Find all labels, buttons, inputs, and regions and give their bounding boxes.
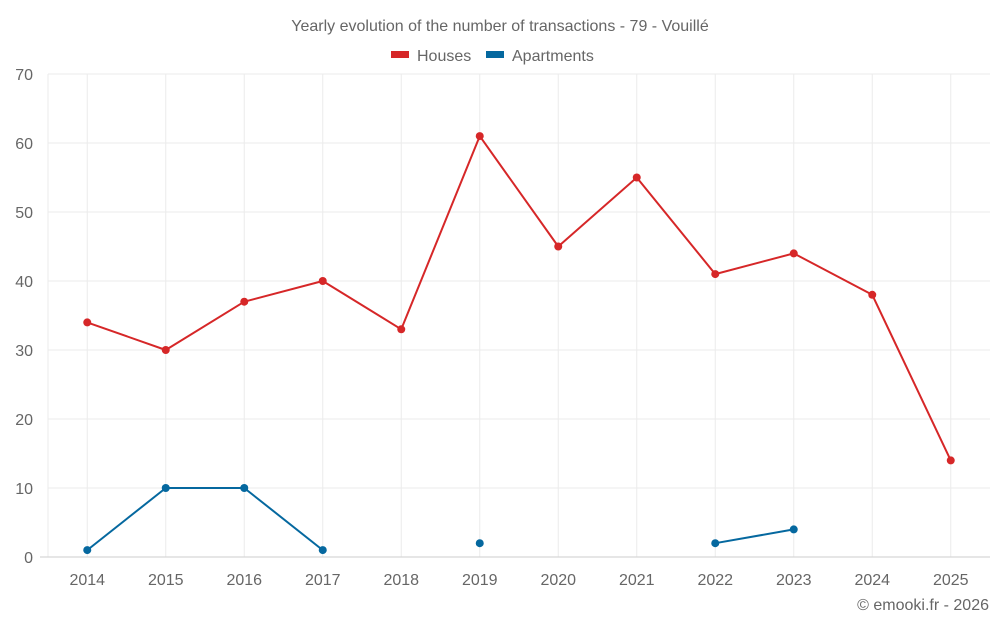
legend-item-apartments[interactable]: Apartments <box>512 48 594 65</box>
data-point-houses[interactable] <box>397 325 406 334</box>
x-tick-label: 2016 <box>226 572 262 589</box>
x-tick-label: 2025 <box>933 572 969 589</box>
legend: Houses Apartments <box>391 48 594 65</box>
series-apartments <box>83 484 798 555</box>
y-tick-label: 0 <box>24 550 33 567</box>
series-line-apartments <box>86 487 324 551</box>
x-tick-label: 2019 <box>462 572 498 589</box>
x-tick-label: 2022 <box>697 572 733 589</box>
data-point-apartments[interactable] <box>711 539 720 548</box>
y-tick-label: 70 <box>15 67 33 84</box>
data-point-houses[interactable] <box>554 242 563 251</box>
data-point-houses[interactable] <box>632 173 641 182</box>
grid <box>40 73 990 558</box>
y-tick-label: 40 <box>15 274 33 291</box>
x-tick-label: 2017 <box>305 572 341 589</box>
data-point-houses[interactable] <box>161 346 170 354</box>
legend-swatch-apartments <box>486 51 504 58</box>
credit-text: © emooki.fr - 2026 <box>857 597 989 614</box>
data-point-apartments[interactable] <box>475 539 484 548</box>
series-line-apartments <box>715 528 794 545</box>
x-axis: 2014 2015 2016 2017 2018 2019 2020 2021 2022 2023… <box>69 572 968 589</box>
series-houses <box>83 132 955 465</box>
data-point-houses[interactable] <box>240 297 249 306</box>
data-point-apartments[interactable] <box>789 525 798 534</box>
x-tick-label: 2023 <box>776 572 812 589</box>
legend-swatch-houses <box>391 51 409 58</box>
data-point-houses[interactable] <box>711 270 720 279</box>
data-point-houses[interactable] <box>946 456 955 465</box>
y-tick-label: 60 <box>15 136 33 153</box>
x-tick-label: 2018 <box>383 572 419 589</box>
data-point-houses[interactable] <box>789 249 798 258</box>
legend-item-houses[interactable]: Houses <box>417 48 471 65</box>
data-point-apartments[interactable] <box>318 546 327 555</box>
y-axis: 0 10 20 30 40 50 60 70 <box>15 67 33 567</box>
series-group <box>83 132 955 555</box>
data-point-houses[interactable] <box>868 290 877 299</box>
y-tick-label: 20 <box>15 412 33 429</box>
x-tick-label: 2020 <box>540 572 576 589</box>
chart-title: Yearly evolution of the number of transa… <box>291 18 709 35</box>
data-point-apartments[interactable] <box>240 484 249 492</box>
y-tick-label: 10 <box>15 481 33 498</box>
x-tick-label: 2021 <box>619 572 655 589</box>
data-point-apartments[interactable] <box>83 546 92 555</box>
series-line-houses <box>86 135 952 461</box>
x-tick-label: 2015 <box>148 572 184 589</box>
data-point-houses[interactable] <box>475 132 484 141</box>
x-tick-label: 2014 <box>69 572 105 589</box>
data-point-houses[interactable] <box>83 318 92 327</box>
y-tick-label: 30 <box>15 343 33 360</box>
data-point-houses[interactable] <box>318 277 327 285</box>
data-point-apartments[interactable] <box>161 484 170 492</box>
y-tick-label: 50 <box>15 205 33 222</box>
x-tick-label: 2024 <box>854 572 890 589</box>
